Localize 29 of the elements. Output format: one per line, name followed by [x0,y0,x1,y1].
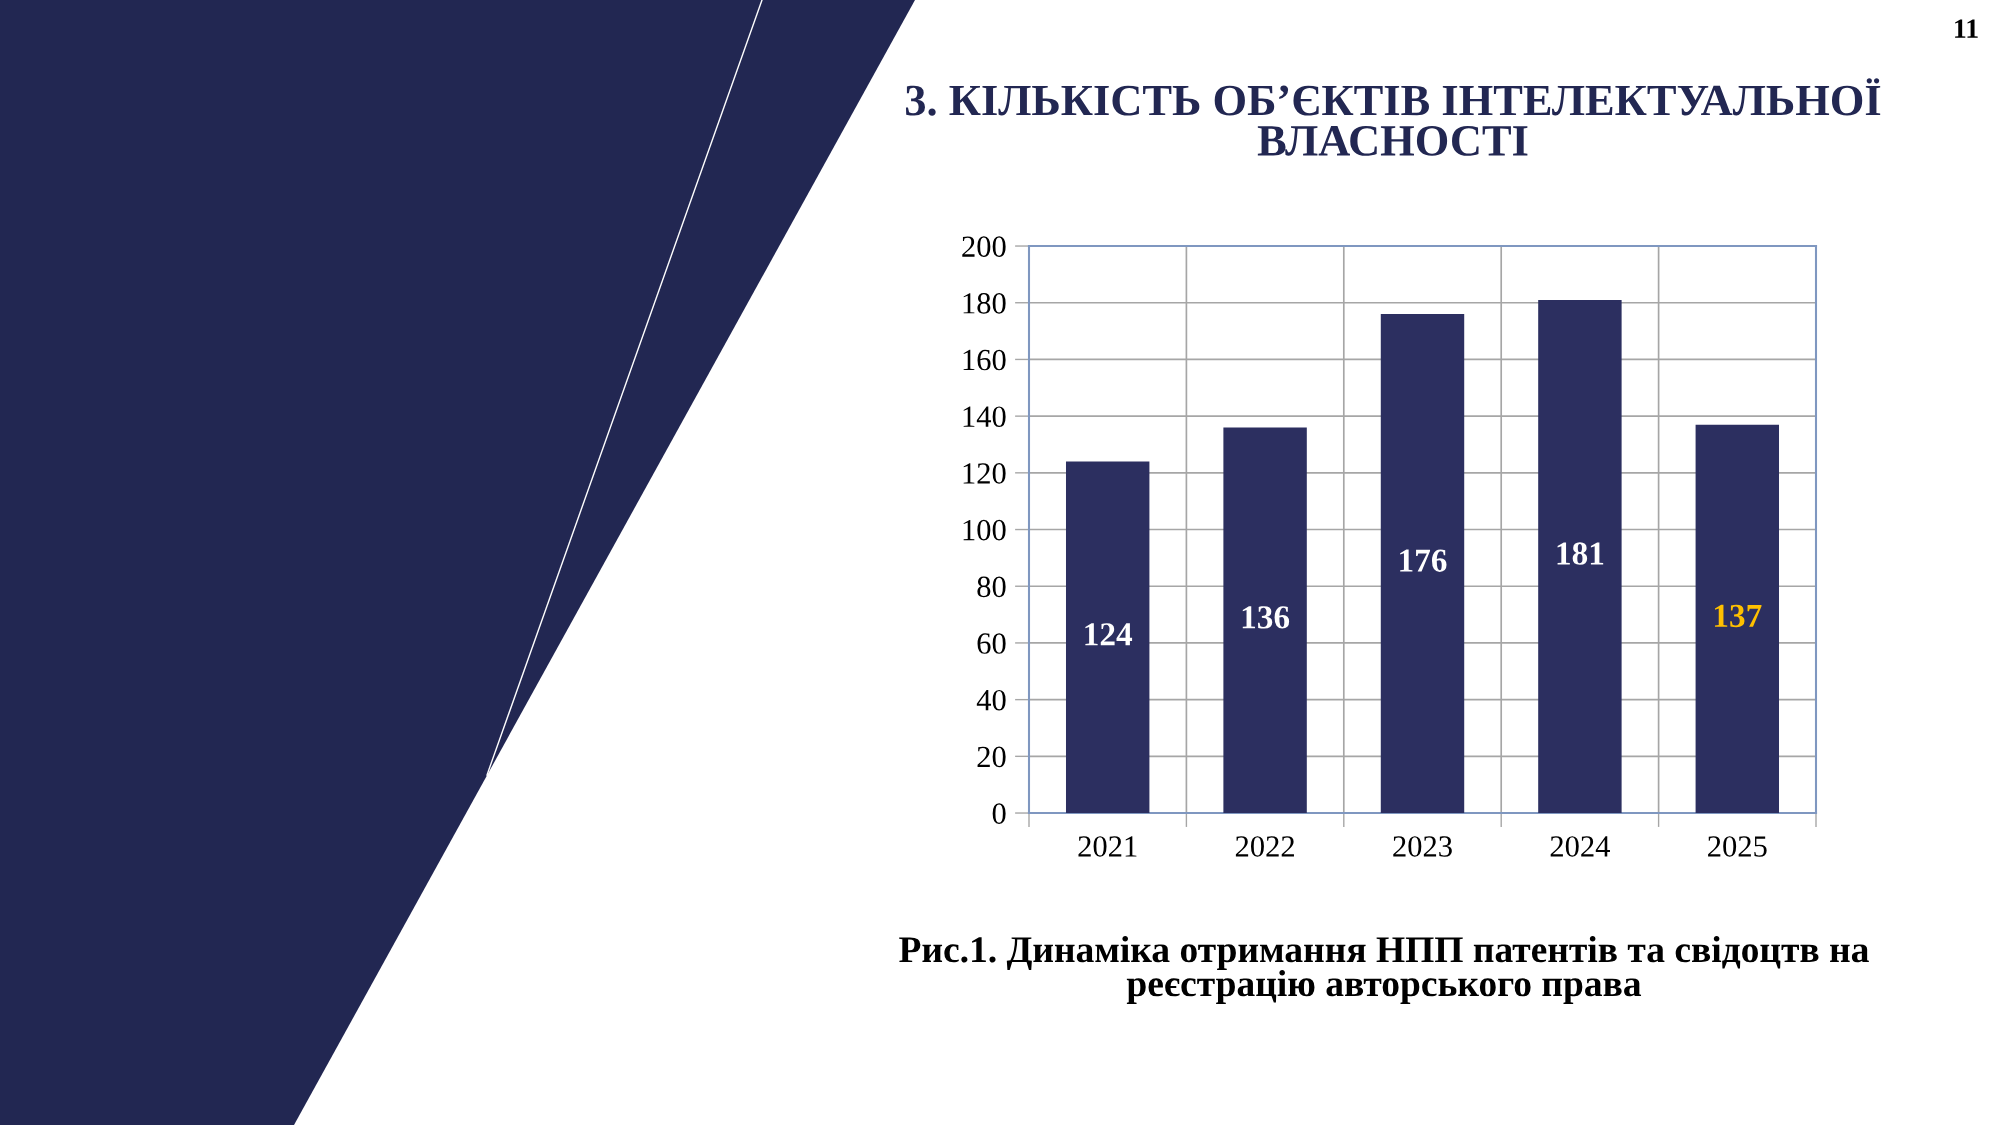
bar [1380,314,1465,814]
x-tick-label: 2022 [1235,836,1294,857]
bar [1065,461,1150,814]
y-tick-label: 200 [962,236,1006,257]
x-tick-label: 2021 [1078,836,1137,857]
y-tick-label: 100 [963,519,1006,541]
y-tick-label: 180 [963,293,1006,314]
y-tick-label: 20 [977,746,1006,768]
y-tick-label: 80 [977,576,1006,598]
y-tick-label: 40 [976,689,1006,711]
bar [1538,299,1622,814]
data-label: 136 [1242,606,1290,629]
bar [1223,427,1307,814]
chart-title: 3. КІЛЬКІСТЬ ОБ’ЄКТІВ ІНТЕЛЕКТУАЛЬНОЇ ВЛАСНОСТІ [905,78,1881,156]
data-label: 124 [1085,623,1133,646]
data-label: 137 [1714,604,1762,628]
text: 11 [1955,19,1978,38]
y-tick-label: 160 [963,349,1006,371]
text: Рис.1. Динаміка отримання НПП патентів та свідоцтв на реєстрацію авторського права [899,935,1869,1004]
y-tick-label: 60 [977,633,1006,654]
data-label: 176 [1400,549,1447,572]
y-tick-label: 0 [992,803,1006,824]
x-tick-label: 2025 [1708,836,1767,857]
data-label: 181 [1557,542,1604,565]
y-tick-label: 120 [963,463,1006,484]
x-tick-label: 2023 [1393,836,1452,857]
x-tick-label: 2024 [1550,836,1610,857]
y-tick-label: 140 [963,406,1006,428]
bar [1695,424,1780,814]
